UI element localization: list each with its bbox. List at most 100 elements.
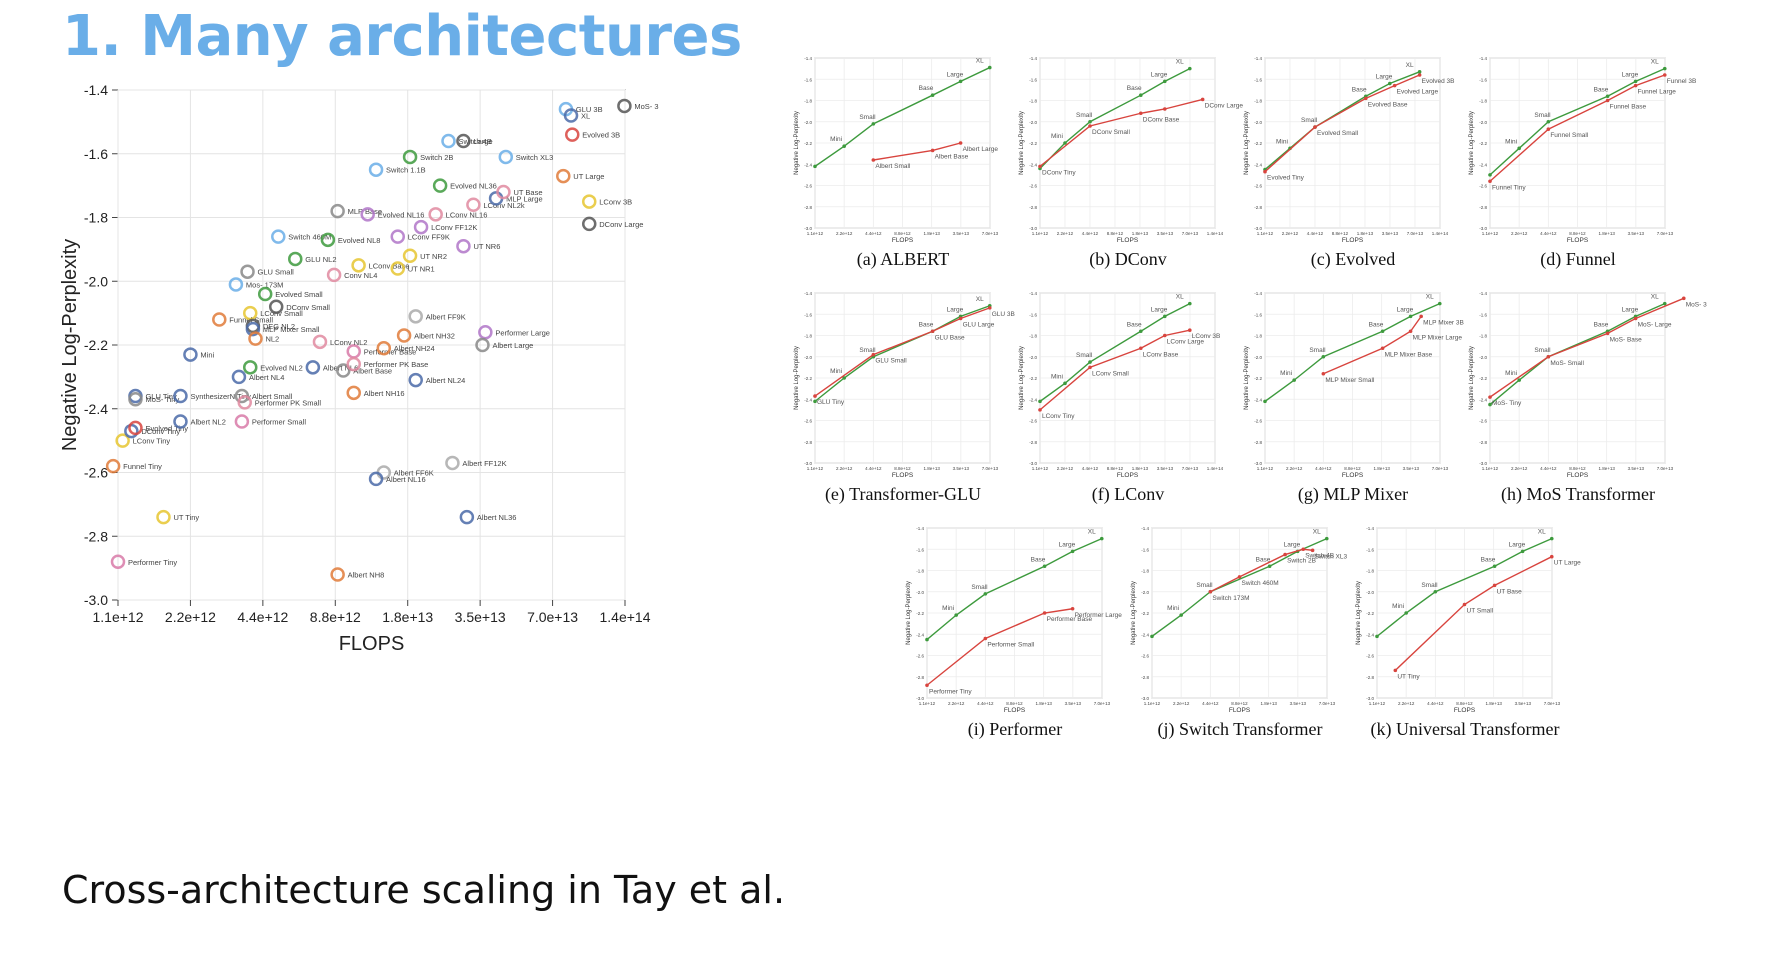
point-label: Large [1622, 71, 1639, 78]
y-tick-label: -2.4 [1029, 162, 1037, 167]
series-line-green [1489, 67, 1666, 176]
y-tick-label: -2.6 [804, 184, 812, 189]
y-axis-label: Negative Log-Perplexity [1244, 346, 1250, 410]
y-tick-label: -2.0 [804, 120, 812, 125]
point-label: Base [1256, 556, 1271, 563]
series-point [1393, 668, 1398, 673]
y-tick-label: -2.2 [1479, 141, 1487, 146]
point-label: GLU Tiny [817, 399, 845, 406]
series-point [1267, 564, 1272, 569]
x-tick-label: 2.2e+12 [836, 466, 853, 471]
point-label: Albert Base [353, 367, 392, 376]
point-label: Base [1481, 556, 1496, 563]
y-tick-label: -2.4 [804, 397, 812, 402]
series-point [1488, 402, 1492, 407]
point-label: Large [1151, 71, 1168, 78]
x-tick-label: 2.2e+12 [1282, 231, 1299, 236]
x-tick-label: 7.0e+13 [1432, 466, 1449, 471]
point-label: Mini [1392, 603, 1404, 610]
y-tick-label: -1.8 [1029, 334, 1037, 339]
point-label: Mini [1167, 605, 1179, 612]
point-label: Mini [942, 605, 954, 612]
y-tick-label: -2.6 [84, 465, 108, 481]
series-point [813, 164, 817, 169]
point-label: Funnel Tiny [123, 462, 162, 471]
point-label: Albert Base [935, 153, 969, 160]
y-axis-label: Negative Log-Perplexity [1244, 111, 1250, 175]
point-label: MLP Mixer Small [1325, 377, 1375, 384]
x-axis-label: FLOPS [892, 237, 914, 244]
x-tick-label: 1.1e+12 [93, 609, 144, 625]
point-label: Albert Small [875, 163, 911, 170]
point-label: Small [859, 347, 876, 354]
y-tick-label: -2.0 [84, 273, 108, 289]
y-tick-label: -1.6 [1141, 547, 1149, 552]
series-point [1200, 97, 1205, 102]
panel-caption: (f) LConv [1092, 484, 1164, 505]
x-tick-label: 3.5e+13 [1157, 231, 1174, 236]
series-point [1633, 79, 1638, 84]
y-tick-label: -2.0 [1029, 355, 1037, 360]
y-tick-label: -2.8 [1479, 205, 1487, 210]
y-tick-label: -2.2 [804, 376, 812, 381]
x-tick-label: 4.4e+12 [1427, 701, 1444, 706]
point-label: Switch XL3 [1315, 553, 1348, 560]
y-tick-label: -2.6 [1479, 419, 1487, 424]
point-label: XL [1426, 294, 1434, 301]
scatter-point [257, 286, 273, 302]
series-point [1162, 314, 1167, 319]
scatter-point [312, 334, 328, 350]
panel-i: -1.4 -1.6 -1.8 -2.0 -2.2 -2.4 -2.6 -2.8 -3.01.1e… [906, 526, 1122, 740]
point-label: LConv Base [1143, 351, 1179, 358]
x-tick-label: 7.0e+13 [1544, 701, 1561, 706]
x-axis-label: FLOPS [1342, 237, 1364, 244]
point-label: Albert NH32 [414, 331, 455, 340]
scatter-point [617, 98, 632, 114]
point-label: Albert NL24 [426, 376, 466, 385]
x-tick-label: 4.4e+12 [1540, 466, 1557, 471]
y-tick-label: -1.8 [84, 210, 108, 226]
scatter-point [346, 356, 361, 372]
series-point [1063, 141, 1067, 145]
y-tick-label: -2.8 [1029, 205, 1037, 210]
point-label: Evolved Tiny [145, 424, 188, 433]
series-point [1070, 606, 1075, 611]
series-point [813, 399, 817, 404]
x-tick-label: 7.0e+13 [1657, 466, 1674, 471]
series-point [1549, 536, 1554, 541]
x-tick-label: 1.8e+13 [1132, 231, 1149, 236]
series-point [1417, 70, 1422, 74]
series-point [1263, 169, 1267, 174]
y-tick-label: -2.4 [1141, 632, 1149, 637]
series-point [1208, 589, 1213, 594]
y-tick-label: -1.6 [1479, 77, 1487, 82]
y-axis-label: Negative Log-Perplexity [1469, 111, 1475, 175]
series-point [1187, 328, 1192, 332]
x-tick-label: 7.0e+13 [527, 609, 578, 625]
y-tick-label: -2.6 [1254, 419, 1262, 424]
scatter-point [326, 267, 342, 283]
x-tick-label: 8.8e+12 [1569, 466, 1586, 471]
series-point [1042, 564, 1047, 569]
y-tick-label: -1.4 [1479, 291, 1487, 296]
scatter-point [459, 509, 475, 525]
series-line-green [926, 537, 1103, 641]
x-tick-label: 8.8e+12 [310, 609, 361, 625]
series-point [1517, 146, 1521, 151]
point-label: Funnel Tiny [1492, 184, 1526, 191]
scatter-point [456, 133, 471, 149]
y-tick-label: -3.0 [1479, 461, 1487, 466]
point-label: MLP Mixer Base [1385, 351, 1433, 358]
point-label: MoS- Tiny [145, 395, 179, 404]
series-point [958, 79, 963, 84]
series-point [1488, 179, 1492, 184]
x-axis-label: FLOPS [892, 472, 914, 479]
scatter-point [428, 207, 443, 222]
panel-c: -1.4 -1.6 -1.8 -2.0 -2.2 -2.4 -2.6 -2.8 -3.01.1e… [1244, 56, 1455, 270]
series-point [1492, 583, 1497, 588]
series-point [1038, 399, 1042, 404]
slide-caption: Cross-architecture scaling in Tay et al. [62, 868, 786, 912]
point-label: Evolved 3B [582, 131, 620, 140]
scatter-point [173, 388, 188, 404]
series-point [1408, 314, 1413, 319]
